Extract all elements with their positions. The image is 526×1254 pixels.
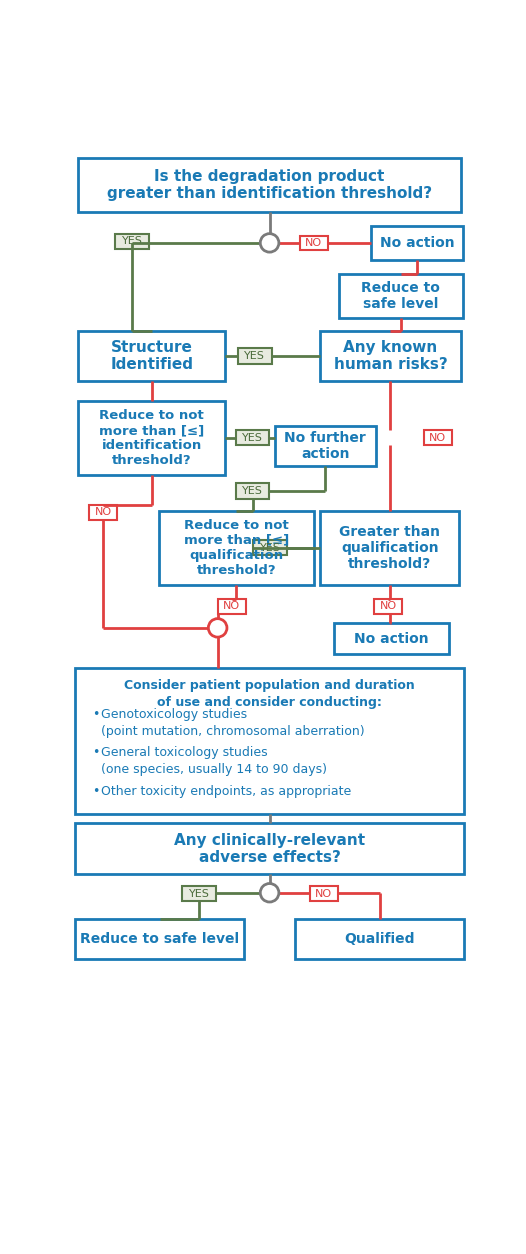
Text: Greater than
qualification
threshold?: Greater than qualification threshold?	[339, 524, 440, 571]
FancyBboxPatch shape	[78, 158, 461, 212]
FancyBboxPatch shape	[218, 598, 246, 614]
FancyBboxPatch shape	[300, 236, 328, 250]
FancyBboxPatch shape	[310, 885, 338, 902]
FancyBboxPatch shape	[334, 623, 449, 655]
Text: NO: NO	[305, 238, 322, 248]
Text: YES: YES	[242, 485, 263, 495]
FancyBboxPatch shape	[275, 426, 376, 466]
Text: Qualified: Qualified	[345, 932, 415, 946]
Text: Consider patient population and duration
of use and consider conducting:: Consider patient population and duration…	[124, 678, 415, 709]
Text: Any known
human risks?: Any known human risks?	[333, 340, 447, 372]
FancyBboxPatch shape	[254, 540, 287, 556]
FancyBboxPatch shape	[320, 510, 459, 584]
FancyBboxPatch shape	[295, 919, 464, 959]
FancyBboxPatch shape	[424, 430, 452, 445]
Text: Is the degradation product
greater than identification threshold?: Is the degradation product greater than …	[107, 169, 432, 202]
FancyBboxPatch shape	[236, 430, 269, 445]
Text: Reduce to
safe level: Reduce to safe level	[361, 281, 440, 311]
Text: YES: YES	[245, 351, 265, 361]
Text: NO: NO	[315, 889, 332, 899]
FancyBboxPatch shape	[75, 919, 244, 959]
Text: Reduce to not
more than [≤]
qualification
threshold?: Reduce to not more than [≤] qualificatio…	[184, 519, 289, 577]
FancyBboxPatch shape	[371, 226, 462, 260]
FancyBboxPatch shape	[339, 273, 462, 319]
FancyBboxPatch shape	[78, 401, 226, 475]
Circle shape	[260, 233, 279, 252]
FancyBboxPatch shape	[182, 885, 216, 902]
Text: Reduce to not
more than [≤]
identification
threshold?: Reduce to not more than [≤] identificati…	[99, 410, 205, 468]
Circle shape	[260, 884, 279, 902]
Text: •: •	[92, 785, 99, 798]
Text: Structure
Identified: Structure Identified	[110, 340, 193, 372]
FancyBboxPatch shape	[89, 504, 117, 520]
FancyBboxPatch shape	[75, 824, 464, 874]
Text: YES: YES	[242, 433, 263, 443]
FancyBboxPatch shape	[115, 233, 149, 250]
Circle shape	[208, 618, 227, 637]
Text: NO: NO	[94, 508, 112, 518]
Text: No action: No action	[380, 236, 454, 250]
Text: Other toxicity endpoints, as appropriate: Other toxicity endpoints, as appropriate	[102, 785, 352, 798]
Text: YES: YES	[260, 543, 281, 553]
Text: General toxicology studies
(one species, usually 14 to 90 days): General toxicology studies (one species,…	[102, 746, 327, 776]
FancyBboxPatch shape	[75, 668, 464, 814]
FancyBboxPatch shape	[238, 349, 272, 364]
Text: NO: NO	[429, 433, 447, 443]
FancyBboxPatch shape	[78, 331, 226, 381]
Text: YES: YES	[122, 236, 143, 246]
Text: NO: NO	[380, 602, 397, 611]
Text: NO: NO	[223, 602, 240, 611]
Text: •: •	[92, 709, 99, 721]
Text: Genotoxicology studies
(point mutation, chromosomal aberration): Genotoxicology studies (point mutation, …	[102, 709, 365, 737]
FancyBboxPatch shape	[374, 598, 402, 614]
FancyBboxPatch shape	[159, 510, 313, 584]
Text: YES: YES	[189, 889, 209, 899]
Text: Reduce to safe level: Reduce to safe level	[80, 932, 239, 946]
Text: No further
action: No further action	[285, 431, 366, 461]
FancyBboxPatch shape	[320, 331, 461, 381]
Text: Any clinically-relevant
adverse effects?: Any clinically-relevant adverse effects?	[174, 833, 365, 865]
Text: •: •	[92, 746, 99, 760]
Text: No action: No action	[354, 632, 429, 646]
FancyBboxPatch shape	[236, 483, 269, 499]
